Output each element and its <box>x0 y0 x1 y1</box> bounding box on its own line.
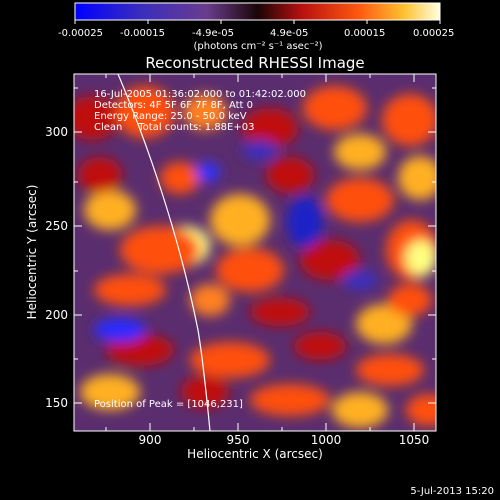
image-blob <box>84 190 136 230</box>
x-tick-label: 1000 <box>311 433 342 447</box>
image-blob <box>74 96 118 140</box>
image-blob <box>210 194 270 246</box>
peak-position-text: Position of Peak = [1046,231] <box>94 399 243 410</box>
x-tick-label: 1050 <box>399 433 430 447</box>
image-blob <box>190 284 230 316</box>
image-blob <box>300 240 360 280</box>
image-blob <box>382 94 436 146</box>
colorbar-ticks <box>74 20 441 24</box>
clean-counts-text: Clean Total counts: 1.88E+03 <box>94 122 254 133</box>
image-blob <box>250 384 330 416</box>
image-blob <box>334 134 386 170</box>
plot-title: Reconstructed RHESSI Image <box>145 54 364 72</box>
y-tick-label: 300 <box>45 125 68 139</box>
image-blob <box>216 248 284 292</box>
colorbar-tick-label: 4.9e-05 <box>270 28 308 39</box>
image-blob <box>303 86 367 130</box>
colorbar-tick-label: -0.00015 <box>120 28 165 39</box>
image-blob <box>398 156 436 200</box>
image-blob <box>332 392 388 428</box>
image-blob <box>94 274 166 306</box>
image-blob <box>78 157 122 193</box>
image-blob <box>342 270 378 290</box>
image-blob <box>115 86 175 138</box>
image-blob <box>266 157 314 193</box>
image-blob <box>190 342 270 378</box>
image-blob <box>287 196 323 248</box>
colorbar-tick-label: -0.00025 <box>58 28 103 39</box>
image-blob <box>242 108 298 148</box>
colorbar-tick-label: 0.00025 <box>413 28 454 39</box>
y-tick-label: 200 <box>45 308 68 322</box>
image-blob <box>242 140 278 160</box>
x-tick-label: 900 <box>139 433 162 447</box>
colorbar <box>74 2 441 21</box>
image-blob <box>160 162 200 194</box>
image-blob <box>405 240 436 276</box>
plot-frame <box>73 73 437 432</box>
image-blob <box>356 304 412 344</box>
image-blob <box>356 354 424 386</box>
y-tick-label: 250 <box>45 219 68 233</box>
image-blob <box>106 334 174 366</box>
detectors-text: Detectors: 4F 5F 6F 7F 8F, Att 0 <box>94 100 253 111</box>
colorbar-unit-label: (photons cm⁻² s⁻¹ asec⁻²) <box>193 41 322 52</box>
image-blob <box>294 332 346 360</box>
image-blob <box>196 162 220 182</box>
x-axis-label: Heliocentric X (arcsec) <box>187 447 323 461</box>
image-blob <box>326 178 394 222</box>
image-blob <box>250 298 310 326</box>
image-map <box>74 74 436 431</box>
footer-timestamp: 5-Jul-2013 15:20 <box>410 486 494 497</box>
axis-ticks <box>74 74 436 431</box>
image-blob <box>406 394 436 426</box>
y-axis-label: Heliocentric Y (arcsec) <box>25 185 39 320</box>
solar-limb <box>117 74 211 431</box>
y-tick-label: 150 <box>45 396 68 410</box>
image-blob <box>120 226 200 274</box>
image-blob <box>80 374 140 410</box>
x-tick-label: 950 <box>227 433 250 447</box>
image-blob <box>181 376 229 408</box>
colorbar-tick-label: 0.00015 <box>344 28 385 39</box>
energy-range-text: Energy Range: 25.0 - 50.0 keV <box>94 111 247 122</box>
image-blob <box>183 94 227 130</box>
image-blob <box>94 318 146 342</box>
image-blob <box>388 284 432 316</box>
time-range-text: 16-Jul-2005 01:36:02.000 to 01:42:02.000 <box>94 89 306 100</box>
colorbar-tick-label: -4.9e-05 <box>192 28 234 39</box>
